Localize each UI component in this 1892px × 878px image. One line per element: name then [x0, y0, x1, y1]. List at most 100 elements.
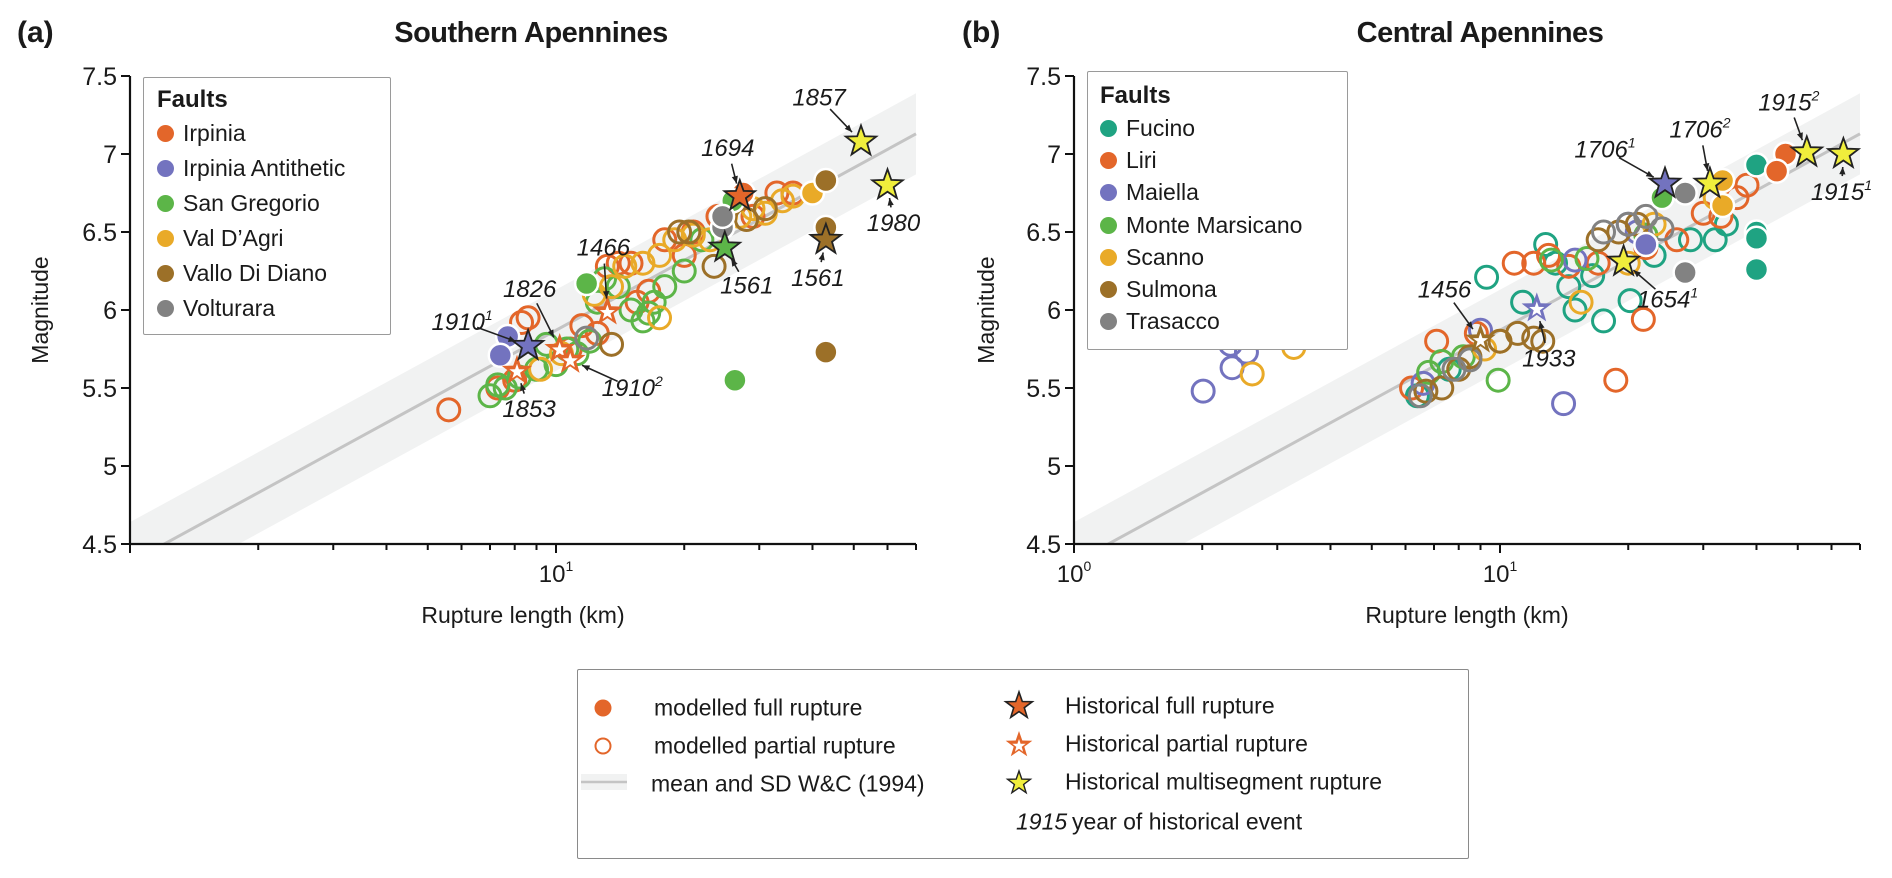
x-tick-label: 100: [1057, 558, 1092, 588]
legend-swatch: [1100, 313, 1117, 331]
x-tick-base: 10: [1483, 561, 1510, 588]
modelled-partial-point: [574, 325, 600, 351]
year-annotation: 1853: [502, 396, 556, 423]
modelled-partial-point: [1533, 231, 1559, 257]
historical-full-star: [510, 327, 546, 361]
historical-multisegment-star: [1825, 135, 1862, 170]
year-text: 1654: [1637, 287, 1690, 314]
year-annotation: 1933: [1522, 345, 1576, 372]
legend-item: Irpinia: [157, 116, 390, 151]
legend-label: Irpinia: [183, 120, 246, 146]
modelled-partial-point: [1591, 219, 1617, 245]
x-tick-label: 101: [539, 558, 574, 588]
year-text: 1853: [502, 396, 556, 423]
year-annotation: 19152: [1758, 87, 1819, 116]
modelled-full-point: [813, 339, 839, 365]
panel-a-fault-legend: Faults Irpinia Irpinia Antithetic San Greg…: [143, 77, 391, 335]
x-tick-label: 101: [1483, 558, 1518, 588]
legend-modelled-full: modelled full rupture: [654, 694, 863, 721]
y-axis-label: Magnitude: [27, 256, 53, 363]
historical-multisegment-star: [869, 166, 906, 201]
modelled-partial-point: [1501, 250, 1527, 276]
legend-item: Maiella: [1100, 177, 1347, 209]
y-tick-label: 5: [103, 453, 117, 481]
x-axis-label: Rupture length (km): [1365, 602, 1568, 628]
modelled-full-marker: [594, 699, 612, 717]
modelled-partial-point: [1591, 308, 1617, 334]
legend-item: Val D’Agri: [157, 221, 390, 256]
legend-label: Maiella: [1126, 179, 1199, 206]
panel-b-fault-legend: Faults Fucino Liri Maiella Monte Marsicano S…: [1087, 71, 1348, 350]
year-text: 1466: [577, 235, 631, 262]
year-superscript: 1: [1864, 177, 1872, 193]
modelled-partial-point: [1429, 375, 1455, 401]
legend-swatch: [157, 265, 174, 282]
legend-label: Volturara: [183, 295, 276, 321]
year-annotation: 1561: [791, 265, 844, 292]
modelled-partial-point: [1562, 247, 1588, 273]
modelled-partial-point: [647, 305, 673, 331]
y-tick-label: 6: [1047, 297, 1061, 325]
y-tick-label: 5.5: [82, 375, 117, 403]
modelled-partial-point: [701, 253, 727, 279]
historical-partial-star-inner: [1472, 332, 1489, 348]
modelled-partial-point: [599, 331, 625, 357]
modelled-partial-point: [1630, 306, 1656, 332]
year-superscript: 2: [1722, 115, 1731, 131]
modelled-partial-point: [652, 227, 678, 253]
modelled-full-point: [1763, 158, 1790, 184]
modelled-full-point: [487, 342, 514, 368]
modelled-partial-point: [599, 274, 625, 300]
marker-legend: modelled full rupture modelled partial r…: [577, 669, 1469, 859]
panel-b-title: Central Apennines: [1356, 17, 1604, 49]
y-tick-label: 7: [1047, 141, 1061, 169]
historical-full-star: [707, 228, 743, 263]
historical-multisegment-star: [1605, 242, 1642, 277]
modelled-full-point: [1743, 225, 1770, 251]
modelled-partial-point: [1538, 247, 1564, 273]
year-annotation: 16541: [1637, 285, 1698, 314]
year-annotation: 19101: [432, 307, 493, 336]
modelled-full-point: [1672, 180, 1698, 206]
annotation-arrowhead: [507, 335, 516, 342]
modelled-partial-point: [1734, 172, 1760, 198]
historical-multisegment-star: [843, 122, 879, 157]
legend-item: Monte Marsicano: [1100, 209, 1347, 241]
historical-partial-star-inner: [1529, 301, 1545, 316]
modelled-partial-point: [680, 222, 706, 248]
modelled-partial-point: [1413, 378, 1439, 404]
year-annotation: 1456: [1418, 277, 1472, 304]
panel-b-tag: (b): [962, 16, 1001, 49]
marker-legend-symbols: [581, 689, 1035, 795]
legend-item: Liri: [1100, 144, 1347, 176]
year-annotation: 17062: [1669, 115, 1730, 144]
year-annotation: 1466: [577, 235, 631, 262]
panel-a-title: Southern Apennines: [394, 17, 668, 49]
legend-item: Scanno: [1100, 241, 1347, 273]
modelled-partial-point: [1399, 375, 1425, 401]
historical-multisegment-star: [1789, 133, 1825, 168]
modelled-partial-point: [667, 219, 693, 245]
legend-label: Sulmona: [1126, 276, 1217, 303]
modelled-partial-point: [1633, 203, 1659, 229]
modelled-partial-point: [1521, 250, 1547, 276]
legend-title: Faults: [1100, 82, 1171, 109]
panel-b: 17061 17062191521915116541145619334.555.5…: [973, 63, 1872, 628]
year-text: 1456: [1418, 277, 1472, 304]
legend-swatch: [1100, 216, 1117, 234]
modelled-partial-point: [612, 253, 638, 279]
legend-swatch: [157, 230, 174, 247]
year-annotation: 1694: [701, 135, 754, 162]
modelled-full-point: [1743, 256, 1770, 283]
year-annotation: 1857: [792, 85, 847, 112]
y-tick-label: 7.5: [82, 63, 117, 91]
modelled-partial-point: [436, 397, 462, 423]
historical-full-star-icon: [1003, 689, 1035, 720]
legend-label: San Gregorio: [183, 190, 320, 216]
modelled-partial-point: [1556, 274, 1582, 300]
modelled-partial-point: [1239, 361, 1265, 387]
historical-partial-star-inner: [1012, 739, 1026, 752]
legend-title: Faults: [157, 86, 228, 113]
year-annotation: 19151: [1811, 177, 1872, 206]
